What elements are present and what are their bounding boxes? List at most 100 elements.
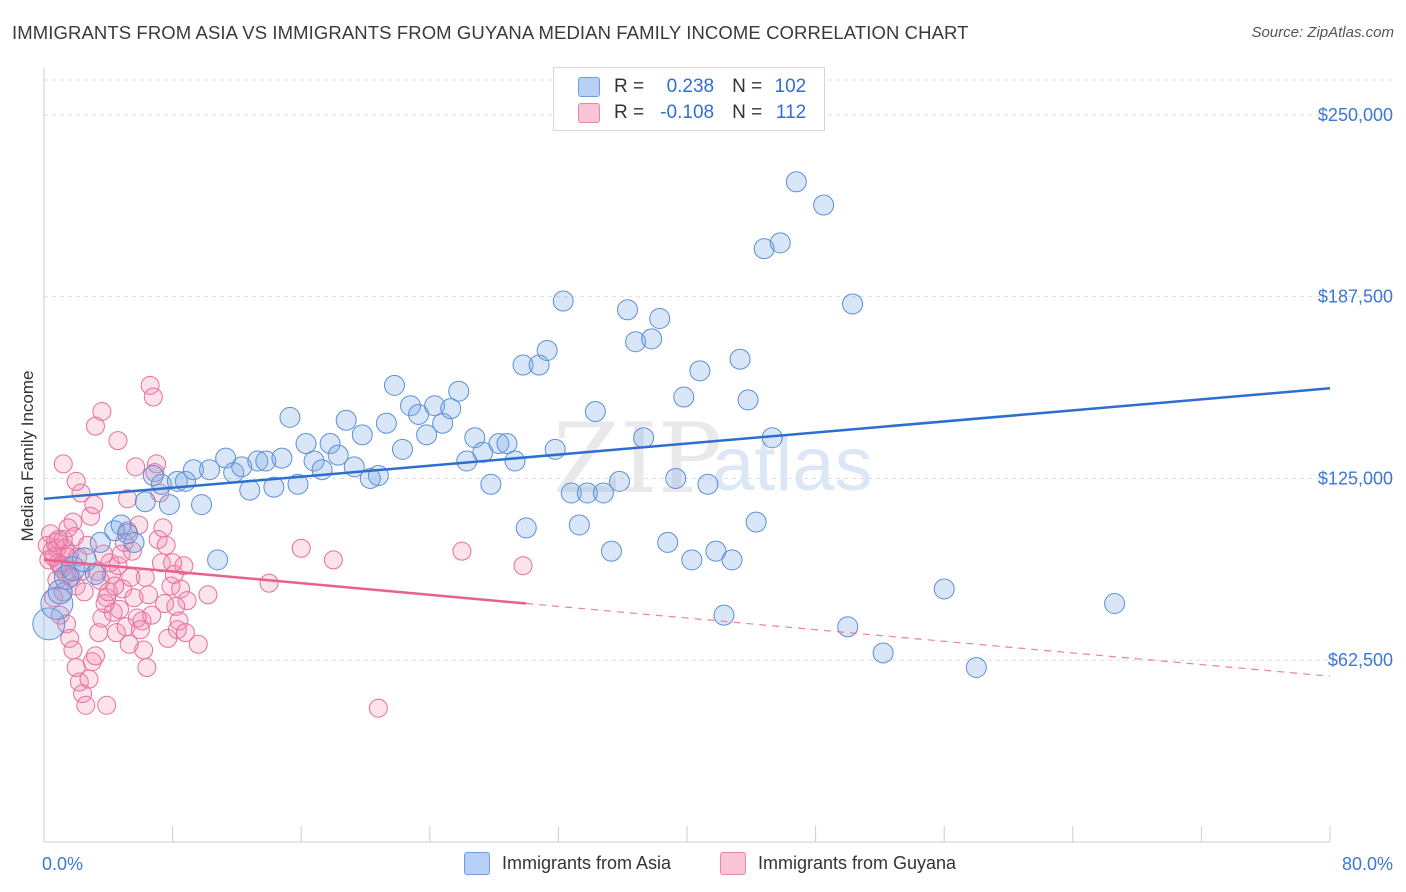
guyana-point [126, 457, 146, 477]
series-legend: Immigrants from Asia Immigrants from Guy… [0, 852, 1406, 878]
asia-point [375, 412, 397, 434]
guyana-point [79, 669, 99, 689]
asia-point [641, 328, 663, 350]
y-tick-label: $125,000 [1318, 468, 1393, 488]
asia-point [134, 491, 156, 513]
asia-point [608, 470, 630, 492]
legend-swatch-asia [578, 77, 600, 97]
guyana-point [111, 544, 131, 564]
grid-lines [44, 79, 1395, 661]
correlation-legend: R = 0.238 N = 102 R = -0.108 N = 112 [553, 67, 825, 131]
asia-point [104, 520, 126, 542]
guyana-point [81, 506, 101, 526]
asia-point [231, 456, 253, 478]
asia-point [247, 450, 269, 472]
asia-point [576, 482, 598, 504]
asia-point [496, 433, 518, 455]
guyana-point [124, 588, 144, 608]
guyana-point [163, 553, 183, 573]
asia-point [480, 473, 502, 495]
asia-point [424, 395, 446, 417]
asia-point [512, 354, 534, 376]
asia-point [400, 395, 422, 417]
asia-point [32, 607, 66, 641]
guyana-point [71, 483, 91, 503]
asia-point [287, 473, 309, 495]
guyana-point [130, 620, 150, 640]
asia-point [383, 374, 405, 396]
asia-point [416, 424, 438, 446]
asia-point [872, 642, 894, 664]
guyana-point [118, 489, 138, 509]
asia-point [933, 578, 955, 600]
legend-n-value: 112 [775, 102, 807, 123]
watermark: ZIP atlas [553, 403, 873, 515]
legend-n-value: 102 [774, 76, 807, 97]
asia-point [84, 563, 106, 585]
guyana-point [60, 628, 80, 648]
guyana-point [110, 599, 130, 619]
asia-point [665, 467, 687, 489]
asia-point [123, 531, 145, 553]
asia-point [721, 549, 743, 571]
asia-trend-line [43, 387, 1331, 501]
series-swatch-asia [464, 852, 490, 875]
asia-point [54, 564, 80, 590]
guyana-point [97, 695, 117, 715]
guyana-point [82, 652, 102, 672]
asia-point [625, 331, 647, 353]
asia-point [697, 473, 719, 495]
axes [43, 68, 1331, 843]
series-swatch-guyana [720, 852, 746, 875]
x-tick-label: 80.0% [1342, 854, 1393, 874]
asia-point [335, 409, 357, 431]
asia-point [263, 476, 285, 498]
asia-point [681, 549, 703, 571]
asia-point [552, 290, 574, 312]
y-tick-label: $62,500 [1328, 650, 1393, 670]
series-legend-asia: Immigrants from Asia [464, 852, 671, 875]
asia-point [657, 531, 679, 553]
series-legend-guyana: Immigrants from Guyana [720, 852, 956, 875]
asia-point [327, 444, 349, 466]
legend-n-label: N = [732, 76, 763, 97]
guyana-point [169, 611, 189, 631]
guyana-point [92, 608, 112, 628]
guyana-point [323, 550, 343, 570]
guyana-trend-line [43, 558, 527, 605]
asia-point [448, 380, 470, 402]
guyana-point [84, 495, 104, 515]
asia-point [351, 424, 373, 446]
asia-point [408, 403, 430, 425]
asia-point [440, 398, 462, 420]
guyana-point [156, 535, 176, 555]
asia-point [633, 427, 655, 449]
asia-point [649, 307, 671, 329]
y-tick-label: $187,500 [1318, 287, 1393, 307]
guyana-point [368, 698, 388, 718]
asia-point [753, 238, 775, 260]
guyana-point [119, 634, 139, 654]
guyana-point [73, 684, 93, 704]
asia-point [592, 482, 614, 504]
legend-r-value: 0.238 [666, 76, 715, 97]
guyana-point [452, 541, 472, 561]
guyana-point [153, 518, 173, 538]
asia-point [536, 339, 558, 361]
asia-point [745, 511, 767, 533]
asia-point [729, 348, 751, 370]
asia-point [391, 438, 413, 460]
asia-point [515, 517, 537, 539]
guyana-point [140, 375, 160, 395]
guyana-point [142, 605, 162, 625]
legend-r-value: -0.108 [660, 102, 715, 123]
guyana-point [85, 416, 105, 436]
asia-point [560, 482, 582, 504]
asia-point [737, 389, 759, 411]
asia-point [191, 494, 213, 516]
asia-point [359, 467, 381, 489]
asia-point [279, 406, 301, 428]
asia-point [239, 479, 261, 501]
asia-point [47, 579, 73, 605]
y-axis-label: Median Family Income [18, 370, 37, 542]
